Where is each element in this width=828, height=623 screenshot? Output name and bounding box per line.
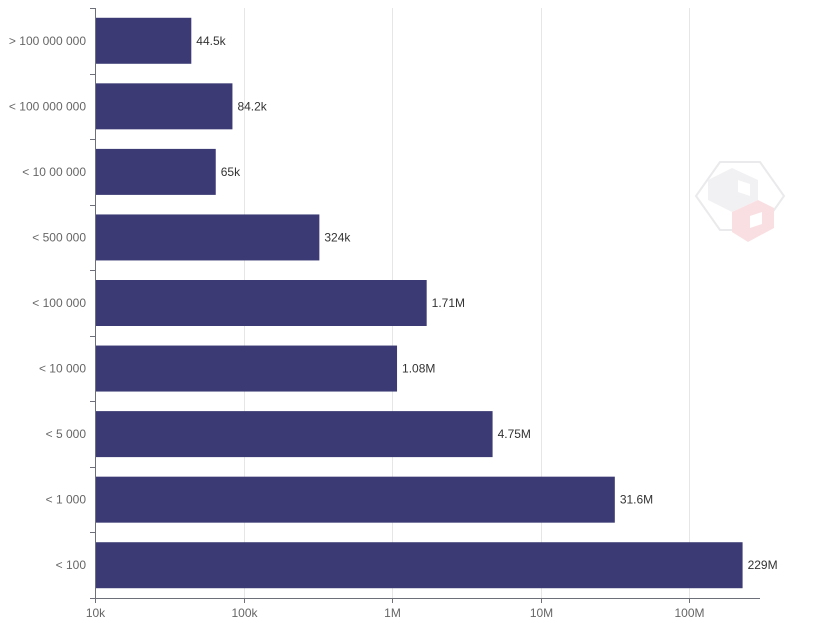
y-tick-label: > 100 000 000 [9, 34, 86, 48]
bar [96, 148, 216, 195]
bars [96, 17, 743, 589]
bar-value-label: 84.2k [237, 99, 267, 113]
y-tick-label: < 500 000 [32, 230, 86, 244]
data-labels: 44.5k 84.2k 65k 324k 1.71M 1.08M 4.75M 31.6M 229… [196, 34, 777, 572]
y-tick-label: < 5 000 [46, 427, 87, 441]
bar-value-label: 31.6M [620, 493, 653, 507]
y-tick-label: < 10 00 000 [22, 165, 86, 179]
bar-value-label: 1.71M [432, 296, 465, 310]
y-tick-label: < 1 000 [46, 493, 87, 507]
x-tick-label: 100k [231, 606, 258, 620]
bar [96, 476, 615, 523]
bar-value-label: 324k [324, 230, 351, 244]
watermark-logo [694, 161, 786, 242]
axes: 10k 100k 1M 10M 100M > 100 000 000 < 100 000 0… [9, 8, 760, 620]
y-tick-label: < 100 000 000 [9, 99, 86, 113]
bar-value-label: 44.5k [196, 34, 226, 48]
x-tick-label: 100M [674, 606, 704, 620]
y-tick-label: < 100 [56, 558, 87, 572]
bar-value-label: 4.75M [498, 427, 531, 441]
bar [96, 214, 320, 261]
bar [96, 83, 233, 130]
bar-value-label: 65k [221, 165, 241, 179]
bar [96, 345, 398, 392]
x-tick-label: 1M [384, 606, 401, 620]
bar [96, 411, 493, 458]
bar-value-label: 229M [748, 558, 778, 572]
x-tick-label: 10k [86, 606, 106, 620]
bar [96, 17, 192, 64]
y-tick-label: < 10 000 [39, 362, 86, 376]
bar-value-label: 1.08M [402, 362, 435, 376]
y-tick-label: < 100 000 [32, 296, 86, 310]
x-tick-label: 10M [530, 606, 553, 620]
bar [96, 542, 743, 589]
bar [96, 280, 427, 326]
